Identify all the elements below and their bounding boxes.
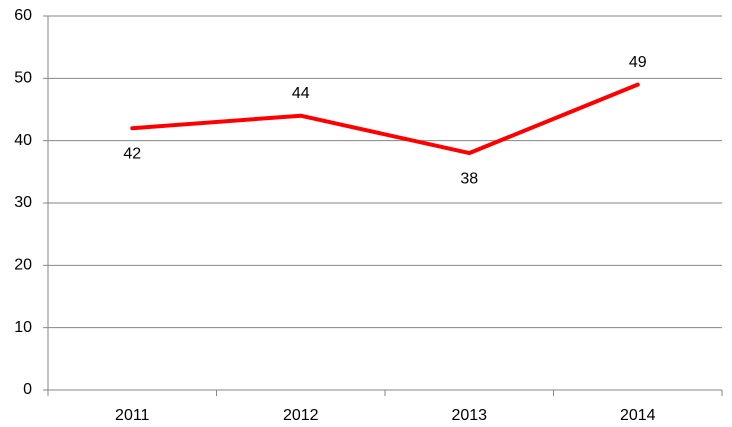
y-tick-label: 60 (14, 7, 32, 24)
x-tick-label: 2011 (115, 407, 150, 424)
y-tick-label: 50 (14, 70, 32, 87)
y-tick-label: 20 (14, 257, 32, 274)
data-label: 38 (460, 170, 478, 187)
line-series (130, 82, 640, 156)
y-tick-label: 40 (14, 132, 32, 149)
data-label: 44 (292, 85, 310, 102)
y-tick-label: 10 (14, 319, 32, 336)
x-tick-label: 2014 (620, 407, 656, 424)
x-tick-label: 2013 (451, 407, 487, 424)
y-tick-label: 30 (14, 194, 32, 211)
y-tick-label: 0 (23, 381, 32, 398)
x-tick-label: 2012 (283, 407, 319, 424)
data-label: 49 (629, 54, 647, 71)
data-label: 42 (123, 145, 141, 162)
